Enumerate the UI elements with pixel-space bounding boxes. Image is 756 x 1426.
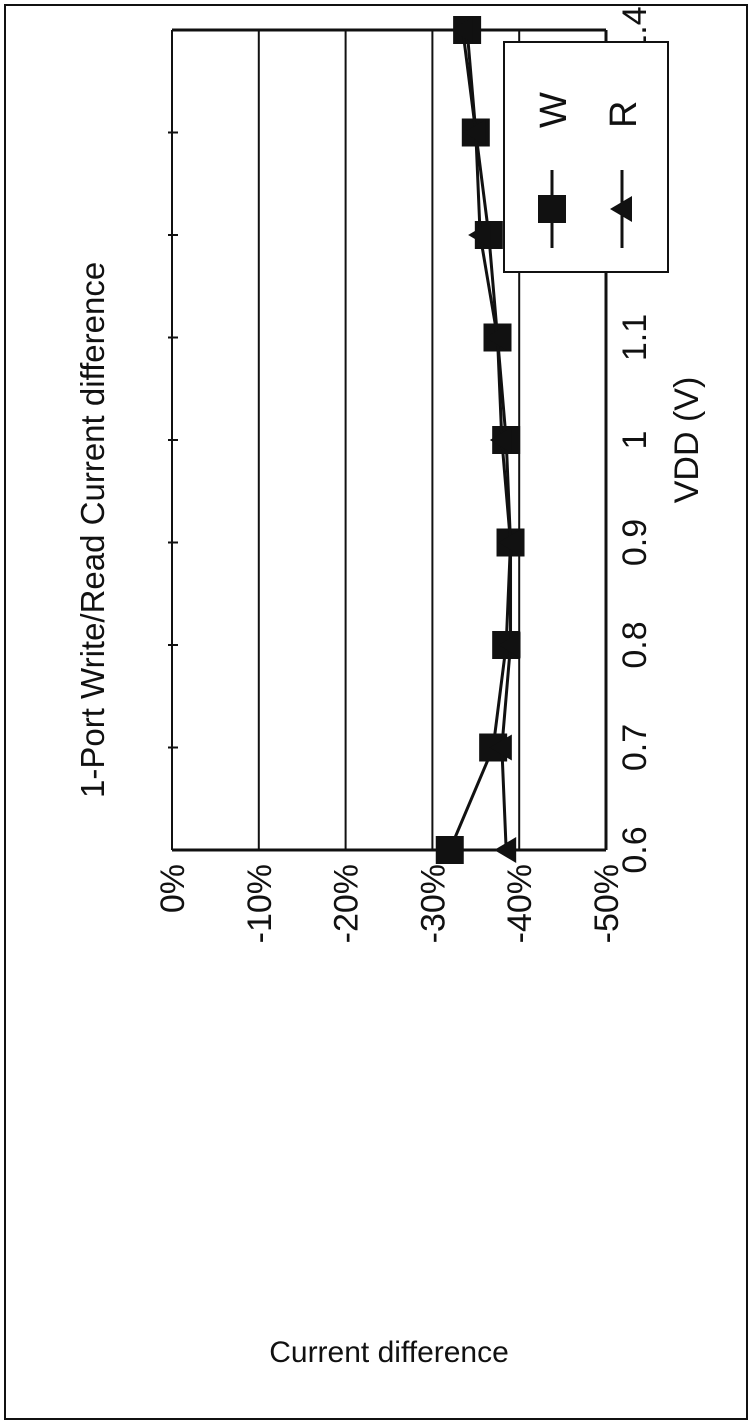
x-tick-label: 0.8 — [616, 621, 654, 668]
y-tick-label: -10% — [241, 864, 279, 943]
data-point-r — [489, 427, 512, 453]
data-point-w — [435, 836, 464, 864]
data-point-r — [494, 837, 517, 863]
x-tick-label: 1 — [616, 431, 654, 450]
x-tick-label: 1.1 — [616, 314, 654, 361]
y-tick-label: -50% — [588, 864, 626, 943]
data-point-r — [468, 222, 491, 248]
y-tick-label: -20% — [328, 864, 366, 943]
y-axis-label: Current difference — [269, 1336, 509, 1369]
legend-marker-w — [538, 195, 566, 223]
chart-title: 1-Port Write/Read Current difference — [74, 262, 111, 798]
legend-box — [503, 41, 669, 273]
y-tick-label: 0% — [154, 864, 192, 913]
data-point-r — [498, 529, 521, 556]
data-point-r — [450, 17, 473, 43]
legend-marker-r — [610, 196, 632, 222]
x-axis-label: VDD (V) — [668, 377, 706, 504]
legend-label-w: W — [533, 92, 575, 128]
y-tick-label: -30% — [414, 864, 452, 943]
plot-area: 0% -10% -20% -30% -40% -50%0.60.70.80.911.11.… — [154, 6, 654, 943]
data-point-r — [485, 324, 508, 351]
x-tick-label: 0.6 — [616, 826, 654, 873]
data-point-r — [489, 734, 512, 761]
legend-label-r: R — [603, 101, 645, 128]
x-tick-label: 0.9 — [616, 519, 654, 566]
chart: 0% -10% -20% -30% -40% -50%0.60.70.80.911.11.… — [74, 6, 706, 1369]
y-tick-label: -40% — [501, 864, 539, 943]
x-tick-label: 0.7 — [616, 724, 654, 771]
data-point-r — [463, 119, 486, 146]
figure-frame: 0% -10% -20% -30% -40% -50% 0.6 0.7 0.8 0.9 1 1.1 1.… — [4, 4, 748, 1420]
data-point-r — [498, 632, 521, 658]
